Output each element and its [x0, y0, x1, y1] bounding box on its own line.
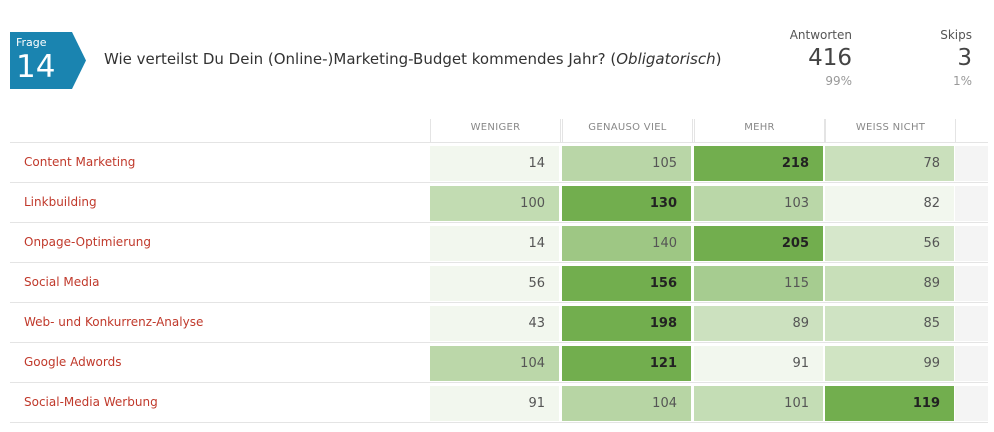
value-cell: 130: [562, 186, 691, 221]
value-cell: 104: [562, 386, 691, 421]
table-row: Content Marketing 14 105 218 78: [10, 143, 988, 183]
value-cell: 218: [694, 146, 823, 181]
row-label: Linkbuilding: [24, 195, 97, 209]
row-label: Google Adwords: [24, 355, 122, 369]
table-body: Content Marketing 14 105 218 78 Linkbuilding 1…: [10, 143, 988, 423]
value-cell: 43: [430, 306, 559, 341]
answers-value: 416: [808, 45, 852, 71]
value-cell: 100: [430, 186, 559, 221]
value-cell: 91: [694, 346, 823, 381]
table-row: Google Adwords 104 121 91 99: [10, 343, 988, 383]
value-cell: 89: [825, 266, 954, 301]
value-cell: 99: [825, 346, 954, 381]
skips-percent: 1%: [952, 74, 972, 88]
value-cell: 103: [694, 186, 823, 221]
question-closing: ): [715, 50, 722, 68]
value-cell: 140: [562, 226, 691, 261]
question-text: Wie verteilst Du Dein (Online-)Marketing…: [104, 50, 617, 68]
skips-label: Skips: [940, 28, 972, 42]
value-cell: 78: [825, 146, 954, 181]
table-row: Social Media 56 156 115 89: [10, 263, 988, 303]
table-row: Social-Media Werbung 91 104 101 119: [10, 383, 988, 423]
row-label: Web- und Konkurrenz-Analyse: [24, 315, 204, 329]
row-end-cell: [955, 306, 988, 341]
question-number: 14: [16, 49, 56, 85]
row-end-cell: [955, 186, 988, 221]
row-label: Onpage-Optimierung: [24, 235, 151, 249]
row-end-cell: [955, 226, 988, 261]
question-qualifier: Obligatorisch: [616, 50, 716, 68]
question-label: Frage: [16, 36, 47, 49]
value-cell: 85: [825, 306, 954, 341]
matrix-table: WENIGER GENAUSO VIEL MEHR WEISS NICHT Conte…: [10, 119, 988, 423]
skips-value: 3: [957, 45, 972, 71]
value-cell: 56: [825, 226, 954, 261]
answers-label: Antworten: [789, 28, 852, 42]
value-cell: 104: [430, 346, 559, 381]
skips-stat: Skips 3 1%: [940, 28, 972, 88]
value-cell: 105: [562, 146, 691, 181]
value-cell: 121: [562, 346, 691, 381]
row-label: Social-Media Werbung: [24, 395, 158, 409]
value-cell: 119: [825, 386, 954, 421]
badge-shape: [10, 32, 86, 89]
question-number-badge: Frage 14: [10, 32, 86, 89]
column-header: MEHR: [694, 119, 825, 142]
table-row: Onpage-Optimierung 14 140 205 56: [10, 223, 988, 263]
table-header: WENIGER GENAUSO VIEL MEHR WEISS NICHT: [10, 119, 988, 143]
value-cell: 56: [430, 266, 559, 301]
value-cell: 82: [825, 186, 954, 221]
column-header: GENAUSO VIEL: [562, 119, 693, 142]
row-end-cell: [955, 146, 988, 181]
row-end-cell: [955, 266, 988, 301]
row-end-cell: [955, 386, 988, 421]
value-cell: 89: [694, 306, 823, 341]
table-row: Linkbuilding 100 130 103 82: [10, 183, 988, 223]
value-cell: 156: [562, 266, 691, 301]
answers-percent: 99%: [825, 74, 852, 88]
row-label: Content Marketing: [24, 155, 136, 169]
question-title: Wie verteilst Du Dein (Online-)Marketing…: [104, 50, 721, 68]
value-cell: 101: [694, 386, 823, 421]
row-label: Social Media: [24, 275, 100, 289]
column-header: WEISS NICHT: [825, 119, 956, 142]
value-cell: 205: [694, 226, 823, 261]
value-cell: 91: [430, 386, 559, 421]
value-cell: 198: [562, 306, 691, 341]
answers-stat: Antworten 416 99%: [790, 28, 852, 88]
column-header: WENIGER: [430, 119, 561, 142]
table-row: Web- und Konkurrenz-Analyse 43 198 89 85: [10, 303, 988, 343]
row-end-cell: [955, 346, 988, 381]
value-cell: 115: [694, 266, 823, 301]
value-cell: 14: [430, 146, 559, 181]
value-cell: 14: [430, 226, 559, 261]
